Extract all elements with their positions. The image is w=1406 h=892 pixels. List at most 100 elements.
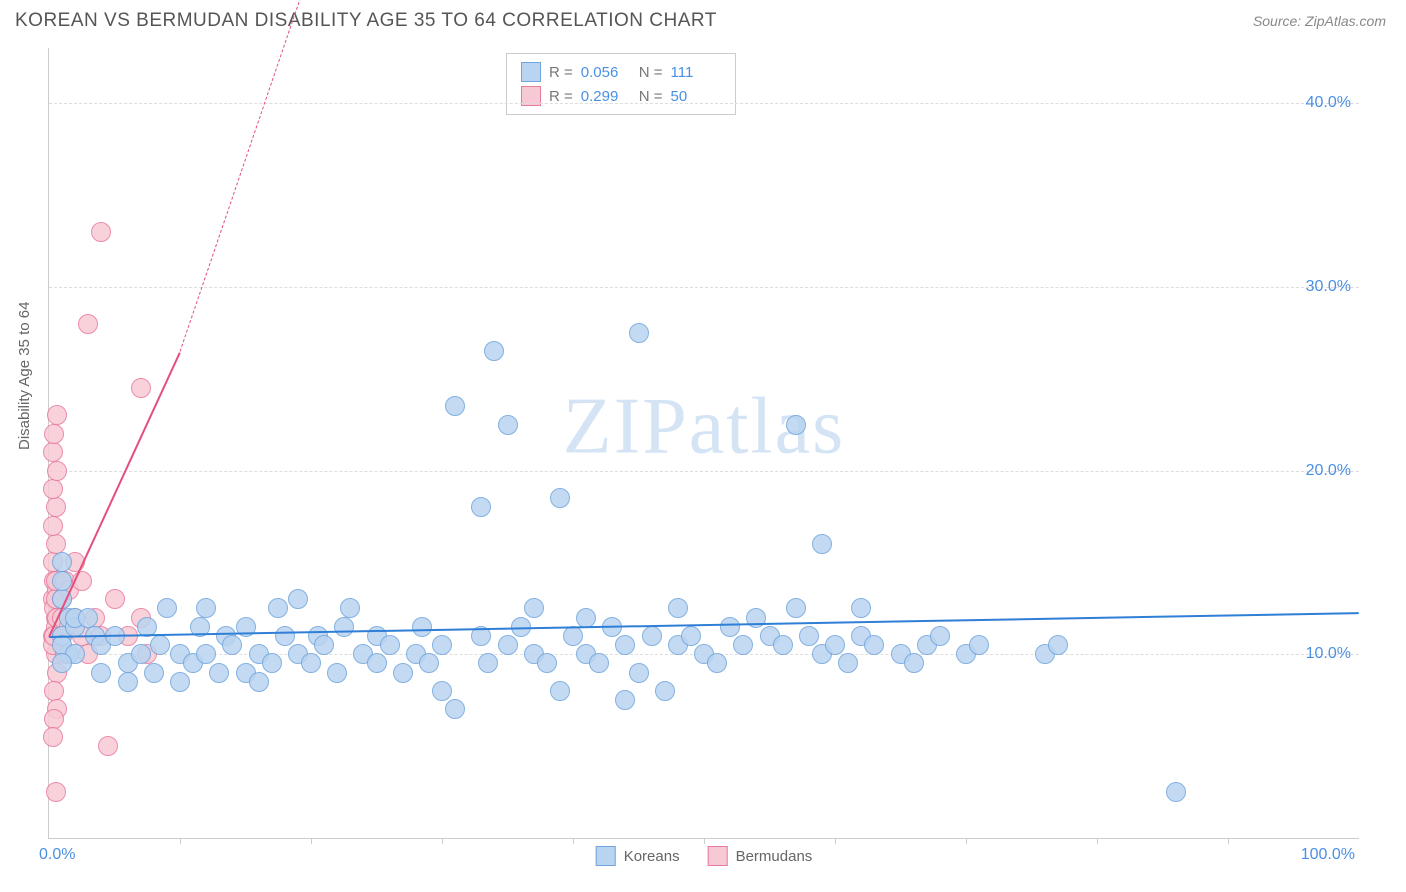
data-point	[150, 635, 170, 655]
data-point	[432, 635, 452, 655]
stat-n-label: N =	[639, 64, 663, 81]
data-point	[668, 598, 688, 618]
data-point	[43, 516, 63, 536]
data-point	[550, 681, 570, 701]
data-point	[47, 405, 67, 425]
data-point	[733, 635, 753, 655]
stat-r-label: R =	[549, 88, 573, 105]
data-point	[170, 672, 190, 692]
data-point	[419, 653, 439, 673]
data-point	[550, 488, 570, 508]
data-point	[576, 608, 596, 628]
data-point	[301, 653, 321, 673]
data-point	[157, 598, 177, 618]
data-point	[864, 635, 884, 655]
chart-title: KOREAN VS BERMUDAN DISABILITY AGE 35 TO …	[15, 10, 717, 32]
gridline	[49, 287, 1359, 288]
data-point	[786, 598, 806, 618]
stat-r-label: R =	[549, 64, 573, 81]
data-point	[1048, 635, 1068, 655]
stats-row: R =0.056N =111	[521, 60, 721, 84]
data-point	[44, 424, 64, 444]
data-point	[91, 663, 111, 683]
data-point	[969, 635, 989, 655]
stat-n-label: N =	[639, 88, 663, 105]
legend-label: Bermudans	[736, 848, 813, 865]
data-point	[47, 461, 67, 481]
data-point	[340, 598, 360, 618]
data-point	[314, 635, 334, 655]
x-tick	[835, 838, 836, 844]
x-tick	[180, 838, 181, 844]
legend-swatch	[596, 846, 616, 866]
data-point	[46, 497, 66, 517]
x-max-label: 100.0%	[1301, 846, 1355, 864]
data-point	[131, 644, 151, 664]
data-point	[393, 663, 413, 683]
data-point	[445, 396, 465, 416]
data-point	[249, 672, 269, 692]
data-point	[46, 782, 66, 802]
data-point	[367, 653, 387, 673]
x-tick	[311, 838, 312, 844]
data-point	[209, 663, 229, 683]
y-tick-label: 10.0%	[1306, 645, 1351, 663]
data-point	[681, 626, 701, 646]
data-point	[334, 617, 354, 637]
data-point	[105, 589, 125, 609]
data-point	[52, 552, 72, 572]
chart-plot-area: ZIPatlas R =0.056N =111R =0.299N =50 0.0…	[48, 48, 1359, 839]
data-point	[91, 222, 111, 242]
legend-swatch	[521, 62, 541, 82]
data-point	[268, 598, 288, 618]
data-point	[642, 626, 662, 646]
data-point	[43, 479, 63, 499]
data-point	[44, 681, 64, 701]
data-point	[786, 415, 806, 435]
y-axis-label: Disability Age 35 to 64	[16, 302, 33, 450]
data-point	[44, 709, 64, 729]
data-point	[773, 635, 793, 655]
data-point	[537, 653, 557, 673]
stats-row: R =0.299N =50	[521, 84, 721, 108]
data-point	[78, 608, 98, 628]
x-tick	[704, 838, 705, 844]
x-tick	[1228, 838, 1229, 844]
stat-n-value: 111	[671, 64, 721, 81]
data-point	[655, 681, 675, 701]
gridline	[49, 103, 1359, 104]
data-point	[615, 690, 635, 710]
data-point	[432, 681, 452, 701]
x-tick	[442, 838, 443, 844]
data-point	[46, 534, 66, 554]
stat-n-value: 50	[671, 88, 721, 105]
data-point	[930, 626, 950, 646]
data-point	[825, 635, 845, 655]
data-point	[524, 598, 544, 618]
data-point	[52, 653, 72, 673]
stats-legend: R =0.056N =111R =0.299N =50	[506, 53, 736, 115]
legend-item: Bermudans	[708, 846, 813, 866]
data-point	[43, 727, 63, 747]
data-point	[629, 663, 649, 683]
y-tick-label: 20.0%	[1306, 462, 1351, 480]
legend-label: Koreans	[624, 848, 680, 865]
data-point	[98, 736, 118, 756]
series-legend: Koreans Bermudans	[596, 846, 813, 866]
data-point	[196, 598, 216, 618]
data-point	[78, 314, 98, 334]
data-point	[478, 653, 498, 673]
trend-line	[180, 0, 391, 352]
y-tick-label: 40.0%	[1306, 94, 1351, 112]
data-point	[288, 589, 308, 609]
data-point	[380, 635, 400, 655]
x-origin-label: 0.0%	[39, 846, 75, 864]
data-point	[1166, 782, 1186, 802]
legend-swatch	[708, 846, 728, 866]
data-point	[131, 378, 151, 398]
data-point	[838, 653, 858, 673]
data-point	[799, 626, 819, 646]
data-point	[445, 699, 465, 719]
data-point	[707, 653, 727, 673]
source-attribution: Source: ZipAtlas.com	[1253, 13, 1386, 29]
